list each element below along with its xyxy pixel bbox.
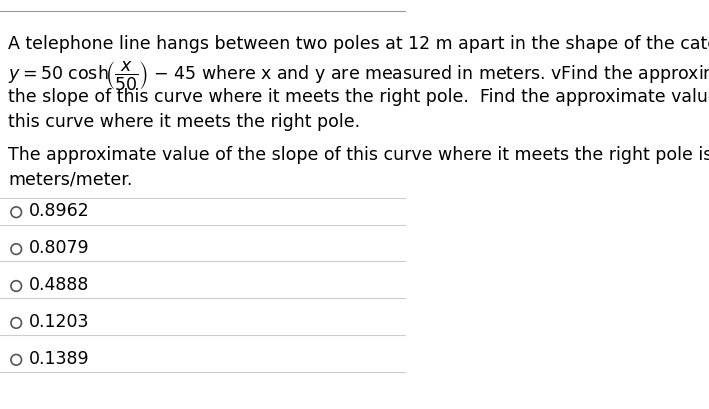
- Text: A telephone line hangs between two poles at 12 m apart in the shape of the caten: A telephone line hangs between two poles…: [8, 35, 709, 53]
- Text: this curve where it meets the right pole.: this curve where it meets the right pole…: [8, 112, 360, 130]
- Text: 0.8079: 0.8079: [28, 238, 89, 256]
- Text: 0.8962: 0.8962: [28, 202, 89, 220]
- Text: The approximate value of the slope of this curve where it meets the right pole i: The approximate value of the slope of th…: [8, 145, 709, 164]
- Text: the slope of this curve where it meets the right pole.  Find the approximate val: the slope of this curve where it meets t…: [8, 88, 709, 106]
- Text: meters/meter.: meters/meter.: [8, 170, 133, 188]
- Text: 0.1389: 0.1389: [28, 349, 89, 367]
- Text: 0.4888: 0.4888: [28, 275, 89, 293]
- Text: 0.1203: 0.1203: [28, 312, 89, 330]
- Text: $y = 50\ \mathrm{cosh}\!\left(\dfrac{x}{50}\right)$ − 45 where x and y are measu: $y = 50\ \mathrm{cosh}\!\left(\dfrac{x}{…: [8, 59, 709, 92]
